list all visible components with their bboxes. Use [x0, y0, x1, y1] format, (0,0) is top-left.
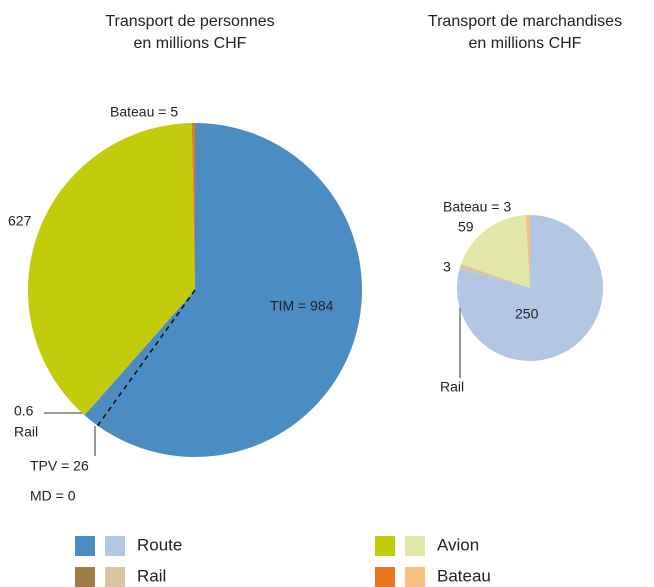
legend-swatch — [375, 536, 395, 556]
legend-label: Avion — [437, 535, 479, 554]
legend-swatch — [75, 567, 95, 587]
legend-swatch — [375, 567, 395, 587]
legend-label: Bateau — [437, 566, 491, 585]
legend-swatch — [75, 536, 95, 556]
pie-slice — [191, 123, 195, 290]
data-label: 59 — [458, 219, 474, 235]
data-label: 627 — [8, 213, 32, 229]
pie-slice — [27, 123, 196, 416]
data-label: Bateau = 3 — [443, 199, 511, 215]
chart-title: en millions CHF — [469, 35, 582, 52]
data-label: Bateau = 5 — [110, 104, 178, 120]
annotation: Rail — [440, 379, 464, 395]
data-label: 0.6 — [14, 403, 34, 419]
data-label: 250 — [515, 306, 539, 322]
data-label: MD = 0 — [30, 488, 76, 504]
pie-slice — [461, 215, 530, 288]
pie-slice — [525, 215, 530, 288]
annotation: Rail — [14, 424, 38, 440]
pie-slice — [84, 290, 195, 426]
data-label: 3 — [443, 259, 451, 275]
legend-swatch — [405, 567, 425, 587]
chart-title: Transport de marchandises — [428, 13, 622, 30]
data-label: TIM = 984 — [270, 298, 334, 314]
chart-title: Transport de personnes — [105, 13, 274, 30]
pie-slice — [97, 123, 363, 458]
legend-swatch — [105, 567, 125, 587]
data-label: TPV = 26 — [30, 458, 89, 474]
chart-title: en millions CHF — [134, 35, 247, 52]
legend-label: Rail — [137, 566, 166, 585]
pie-slice — [459, 264, 530, 288]
pie-slice — [84, 290, 195, 416]
legend-label: Route — [137, 535, 182, 554]
legend-swatch — [105, 536, 125, 556]
legend-swatch — [405, 536, 425, 556]
slice-separator — [96, 289, 196, 427]
